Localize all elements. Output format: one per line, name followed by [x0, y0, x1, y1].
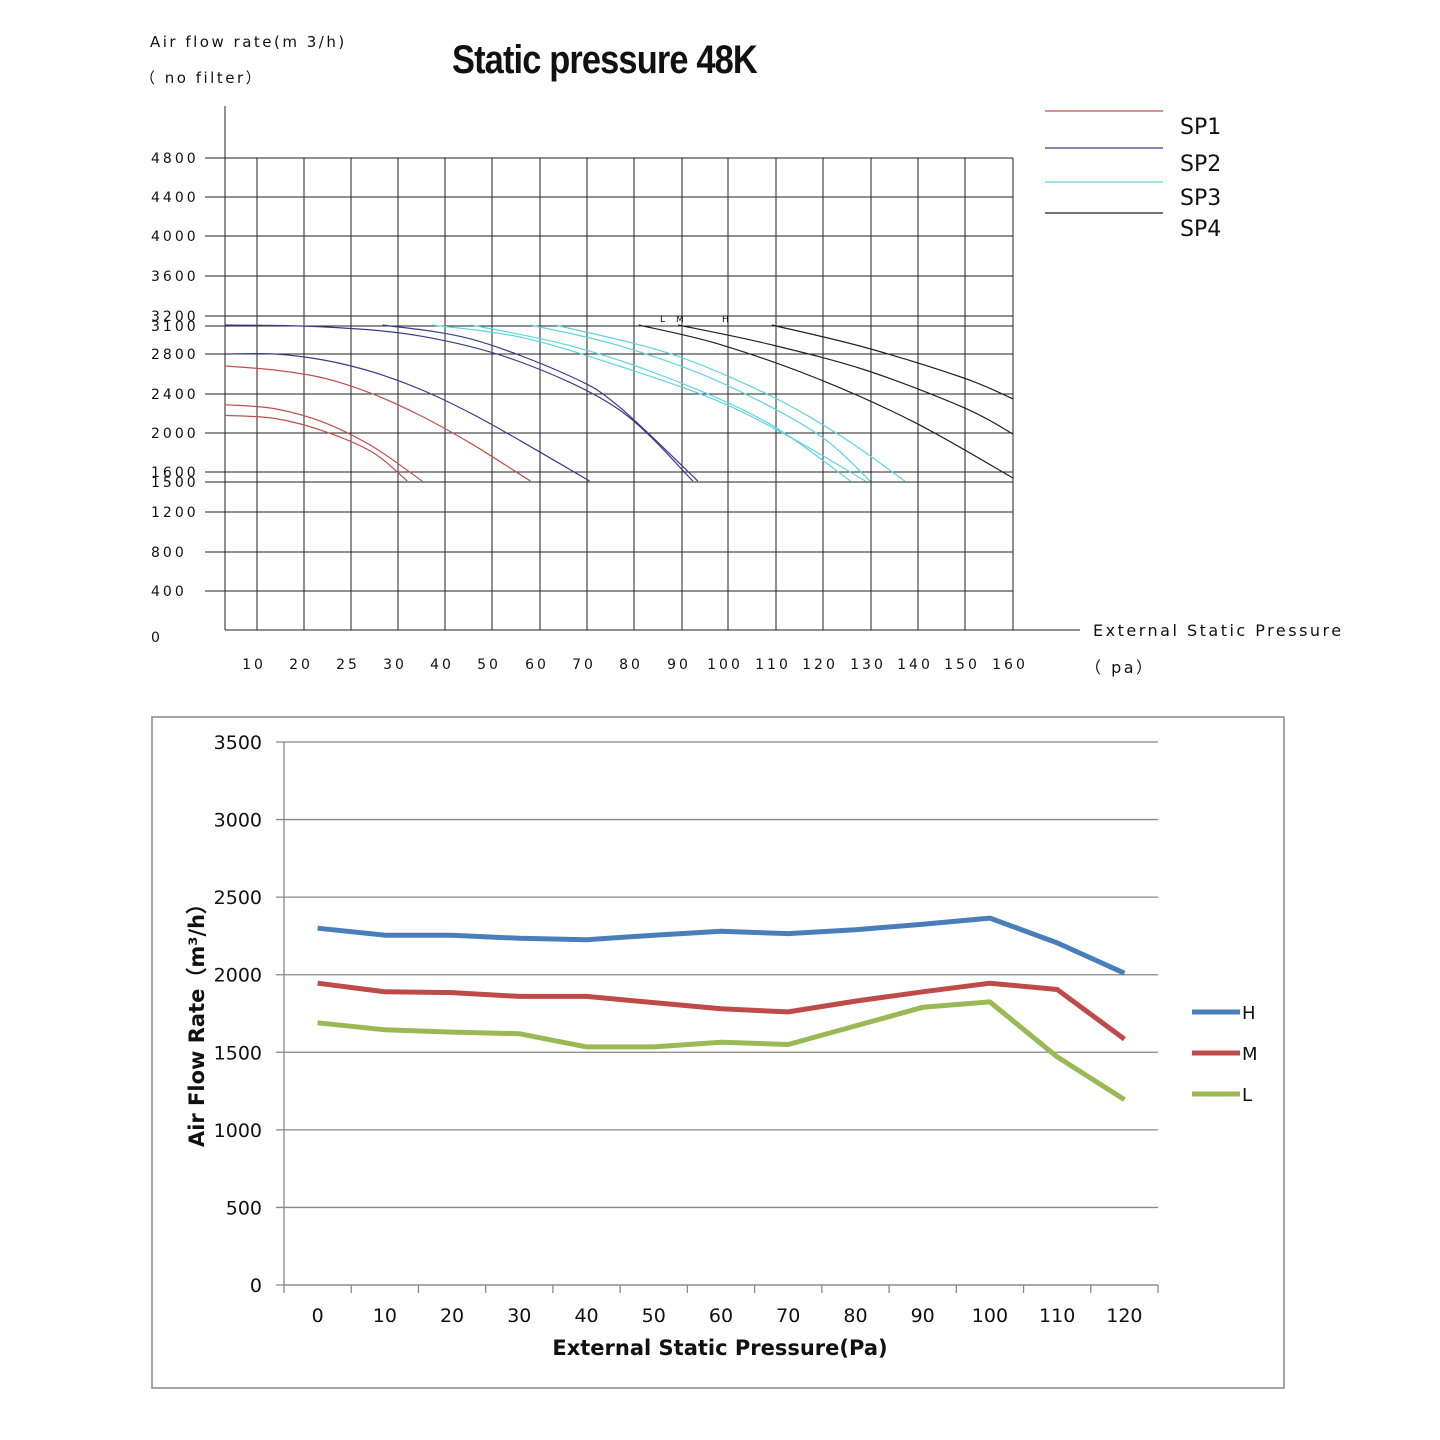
series-curve-sp4 — [677, 324, 1014, 435]
legend-label: SP2 — [1180, 152, 1221, 177]
y-tick-label: 800 — [151, 545, 187, 561]
x-tick-label: 10 — [242, 657, 266, 673]
x-tick-label: 90 — [911, 1305, 935, 1327]
series-curve-sp1 — [224, 404, 423, 482]
speed-marker-label: H — [722, 315, 729, 325]
x-tick-label: 0 — [312, 1305, 324, 1327]
series-curve-sp3 — [431, 324, 866, 482]
x-tick-label: 160 — [992, 657, 1028, 673]
series-curve-sp1 — [224, 365, 531, 482]
legend-label: L — [1242, 1085, 1252, 1106]
air-flow-rate-chart: 0 500 1000 1500 2000 2500 3000 3500 0 10 20 30 40 50 6… — [151, 716, 1285, 1389]
chart-title: Static pressure 48K — [452, 38, 758, 82]
x-tick-label: 90 — [667, 657, 691, 673]
y-axis-label: Air flow rate(m 3/h) — [150, 33, 347, 51]
series-curve-sp2 — [224, 352, 590, 482]
series-curve-sp3 — [554, 324, 906, 482]
speed-marker-label: L — [660, 315, 665, 325]
series-curve-sp2 — [224, 324, 694, 482]
y-tick-label: 1500 — [214, 1042, 262, 1064]
x-axis-title: External Static Pressure(Pa) — [552, 1336, 887, 1360]
x-tick-label: 120 — [1106, 1305, 1142, 1327]
legend-label: SP1 — [1180, 115, 1221, 140]
y-tick-label: 500 — [226, 1197, 262, 1219]
x-tick-label: 80 — [843, 1305, 867, 1327]
x-tick-label: 100 — [972, 1305, 1008, 1327]
y-tick-label: 4800 — [151, 151, 199, 167]
series-curve-sp1 — [224, 414, 408, 482]
y-tick-label: 2000 — [151, 426, 199, 442]
x-tick-label: 20 — [440, 1305, 464, 1327]
x-tick-label: 100 — [707, 657, 743, 673]
legend-label: M — [1242, 1044, 1258, 1065]
series-line-l — [317, 999, 1126, 1102]
speed-marker-label: M — [676, 315, 684, 325]
x-tick-label: 120 — [802, 657, 838, 673]
y-tick-label: 3500 — [214, 732, 262, 754]
x-tick-label: 50 — [477, 657, 501, 673]
y-tick-label: 3200 — [151, 309, 199, 325]
series-curve-sp3 — [471, 324, 851, 482]
series-curve-sp4 — [771, 324, 1014, 400]
x-tick-label: 60 — [709, 1305, 733, 1327]
static-pressure-chart: 4800440040003600320031002800240020001600… — [151, 106, 1221, 673]
x-tick-label: 130 — [850, 657, 886, 673]
y-tick-label: 1200 — [151, 505, 199, 521]
x-tick-label: 50 — [642, 1305, 666, 1327]
y-tick-label: 2800 — [151, 347, 199, 363]
x-tick-label: 20 — [289, 657, 313, 673]
y-tick-label: 4400 — [151, 190, 199, 206]
y-tick-label: 1500 — [151, 475, 199, 491]
x-tick-label: 30 — [383, 657, 407, 673]
legend-label: H — [1242, 1003, 1256, 1024]
x-tick-label: 140 — [897, 657, 933, 673]
y-axis-sublabel: （ no filter） — [140, 69, 264, 87]
x-tick-label: 70 — [572, 657, 596, 673]
legend-label: SP4 — [1180, 217, 1221, 242]
series-line-m — [317, 980, 1126, 1042]
y-tick-label: 1600 — [151, 465, 199, 481]
x-tick-label: 110 — [1039, 1305, 1075, 1327]
series-curve-sp3 — [530, 324, 871, 482]
y-tick-label: 0 — [250, 1275, 262, 1297]
y-tick-label: 3600 — [151, 269, 199, 285]
x-tick-label: 70 — [776, 1305, 800, 1327]
y-tick-label: 400 — [151, 584, 187, 600]
y-tick-label: 2000 — [214, 965, 262, 987]
y-tick-label: 2400 — [151, 387, 199, 403]
y-tick-label: 1000 — [214, 1120, 262, 1142]
series-curve-sp2 — [382, 324, 699, 482]
y-tick-label: 3000 — [214, 810, 262, 832]
x-tick-label: 40 — [430, 657, 454, 673]
x-tick-label: 30 — [507, 1305, 531, 1327]
x-tick-label: 60 — [525, 657, 549, 673]
x-tick-label: 110 — [755, 657, 791, 673]
x-axis-unit-label: （ pa） — [1085, 658, 1155, 677]
y-tick-label: 0 — [151, 630, 163, 646]
series-line-h — [317, 915, 1126, 976]
y-tick-label: 2500 — [214, 887, 262, 909]
x-axis-label: External Static Pressure — [1093, 621, 1344, 640]
x-tick-label: 80 — [619, 657, 643, 673]
x-tick-label: 150 — [944, 657, 980, 673]
y-tick-label: 3100 — [151, 319, 199, 335]
y-tick-label: 4000 — [151, 229, 199, 245]
x-tick-label: 40 — [574, 1305, 598, 1327]
x-tick-label: 25 — [336, 657, 360, 673]
x-tick-label: 10 — [373, 1305, 397, 1327]
series-curve-sp4 — [638, 324, 1014, 479]
legend-label: SP3 — [1180, 186, 1221, 211]
y-axis-title: Air Flow Rate（m³/h） — [185, 893, 209, 1147]
